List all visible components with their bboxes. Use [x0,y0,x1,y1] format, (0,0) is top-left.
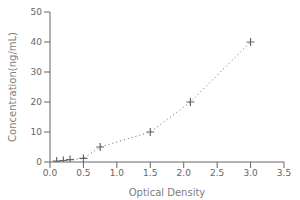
svg-text:3.0: 3.0 [243,168,258,178]
svg-text:0.5: 0.5 [76,168,90,178]
svg-text:0: 0 [36,157,42,167]
svg-text:30: 30 [31,67,43,77]
svg-text:20: 20 [31,97,43,107]
svg-text:Optical Density: Optical Density [129,187,206,198]
svg-text:10: 10 [31,127,43,137]
svg-text:2.5: 2.5 [210,168,224,178]
svg-text:Concentration(ng/mL): Concentration(ng/mL) [8,32,18,142]
svg-text:3.5: 3.5 [277,168,291,178]
svg-text:0.0: 0.0 [43,168,58,178]
svg-text:50: 50 [31,7,43,17]
svg-text:1.5: 1.5 [143,168,157,178]
svg-text:2.0: 2.0 [177,168,192,178]
svg-text:1.0: 1.0 [110,168,125,178]
svg-text:40: 40 [31,37,43,47]
